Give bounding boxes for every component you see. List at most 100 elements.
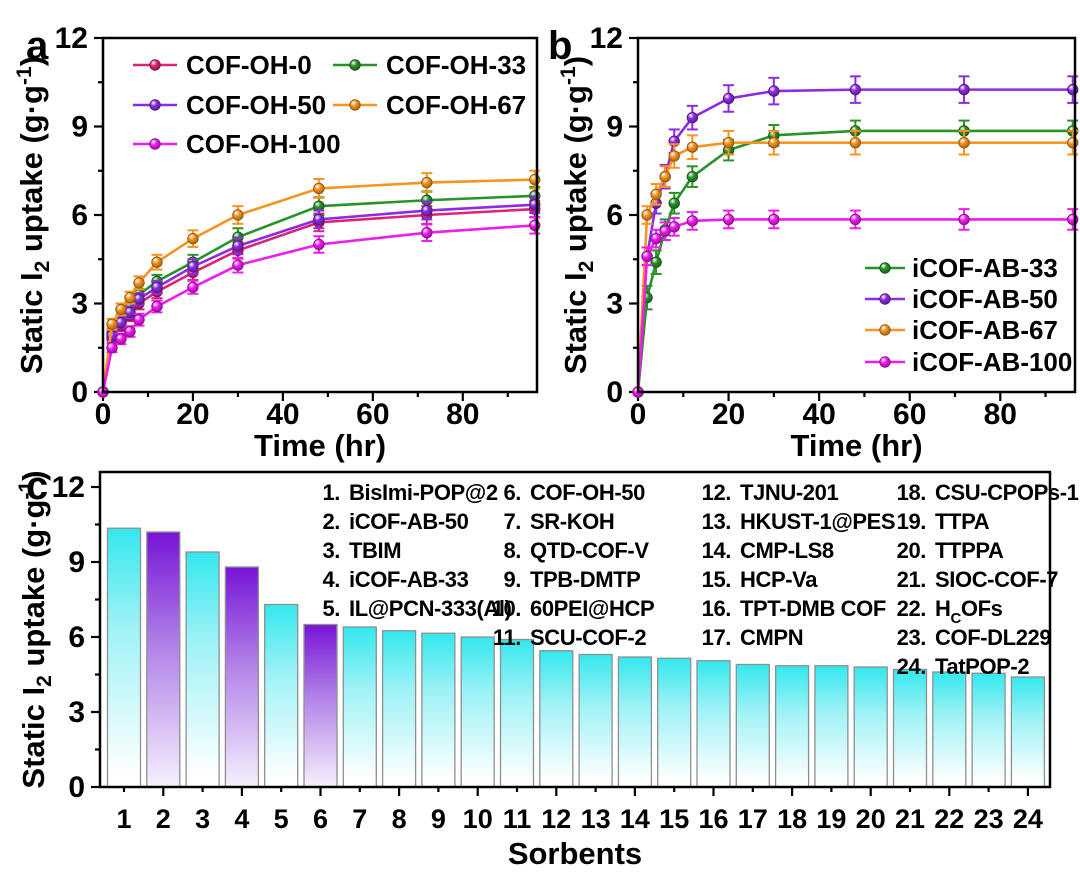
data-marker [232,259,244,271]
data-marker [641,250,653,262]
panel-label-c: c [26,464,49,508]
bar-label-19: 19 [816,804,846,834]
bar-24 [1010,676,1046,788]
data-marker [133,314,145,326]
data-marker [722,213,735,226]
data-marker [650,188,662,201]
bar-16 [696,660,731,788]
data-marker [313,213,325,226]
sorbent-number: 21. [897,567,926,592]
legend-marker [149,59,161,71]
bar-label-24: 24 [1013,804,1043,834]
legend-marker [879,293,891,305]
sorbent-number: 7. [503,509,521,534]
sorbent-legend-entry-7: 7. SR-KOH [503,509,614,534]
sorbent-name: CMP-LS8 [740,538,834,563]
data-marker [722,92,735,105]
sorbent-name: SIOC-COF-7 [935,567,1058,592]
bar-20 [853,666,888,788]
bar-17 [735,663,770,788]
data-marker [650,232,662,245]
bar-label-12: 12 [541,804,571,834]
sorbent-number: 17. [702,625,731,650]
legend-label: iCOF-AB-100 [912,347,1072,377]
y-axis-title: Static I2 uptake (g·g-1) [557,56,598,374]
bar-13 [578,653,613,788]
y-tick-label: 0 [68,771,85,804]
x-tick-label: 80 [446,398,479,431]
data-marker [529,198,541,211]
sorbent-number: 4. [322,567,340,592]
legend: iCOF-AB-33iCOF-AB-50iCOF-AB-67iCOF-AB-10… [865,253,1072,377]
sorbent-legend-entry-10: 10. 60PEI@HCP [492,596,655,621]
sorbent-name: TatPOP-2 [935,654,1029,679]
data-marker [1067,213,1079,226]
sorbent-legend-entry-21: 21. SIOC-COF-7 [897,567,1059,592]
bar-1 [106,527,142,788]
bar-7 [342,626,377,788]
series-iCOF-AB-67 [632,129,1079,398]
x-tick-label: 60 [356,398,389,431]
sorbent-number: 14. [702,538,731,563]
data-marker [232,209,244,221]
bar-8 [381,630,417,788]
y-tick-label: 3 [68,696,85,729]
sorbent-name: CSU-CPOPs-1 [935,480,1079,505]
sorbent-legend-entry-1: 1. BisImi-POP@2 [322,480,498,505]
bar-label-23: 23 [974,804,1004,834]
bar-21 [892,668,928,788]
legend-marker [349,59,361,71]
legend-label: COF-OH-67 [386,90,526,120]
sorbent-number: 19. [897,509,926,534]
data-marker [115,333,127,345]
bar-18 [774,665,810,788]
data-marker [686,141,699,153]
bar-11 [499,638,535,788]
sorbent-number: 1. [322,480,340,505]
data-marker [529,219,541,232]
x-tick-label: 20 [176,398,209,431]
sorbent-legend-entry-23: 23. COF-DL229 [897,625,1052,650]
sorbent-legend-entry-8: 8. QTD-COF-V [503,538,649,563]
sorbent-name: CMPN [740,625,803,650]
y-tick-label: 6 [68,621,85,654]
sorbent-number: 13. [702,509,731,534]
y-tick-label: 9 [68,546,85,579]
legend-marker [149,99,161,111]
legend: COF-OH-0 COF-OH-33 COF-OH-50 COF-OH-67 COF-O… [133,50,526,159]
bar-14 [617,656,653,788]
bar-3 [185,551,220,788]
sorbent-name: SR-KOH [530,509,614,534]
legend-item-COF-OH-0: COF-OH-0 [133,50,312,80]
bar-label-15: 15 [659,804,689,834]
data-marker [421,227,433,239]
sorbent-legend-entry-3: 3. TBIM [322,538,401,563]
legend-item-COF-OH-100: COF-OH-100 [133,129,341,159]
x-tick-label: 0 [95,398,112,431]
legend-label: iCOF-AB-67 [912,315,1058,345]
bar-19 [814,665,849,788]
legend-marker [349,99,361,111]
sorbent-name: HCP-Va [740,567,818,592]
sorbent-name: TTPPA [935,538,1004,563]
sorbent-number: 23. [897,625,926,650]
sorbent-legend-entry-11: 11. SCU-COF-2 [493,625,647,650]
data-marker [849,137,862,149]
sorbent-number: 15. [702,567,731,592]
sorbent-number: 9. [503,567,521,592]
y-tick-label: 12 [55,22,88,55]
y-tick-label: 3 [71,288,88,321]
error-bars [641,208,1079,267]
sorbent-legend-entry-24: 24. TatPOP-2 [897,654,1030,679]
sorbent-legend-entry-22: 22. HCOFs [897,596,1003,627]
sorbent-legend-entry-16: 16. TPT-DMB COF [702,596,887,621]
legend-marker [879,356,891,368]
sorbent-name: TJNU-201 [740,480,838,505]
bar-label-13: 13 [581,804,611,834]
sorbent-name: QTD-COF-V [530,538,649,563]
sorbent-name: COF-DL229 [935,625,1051,650]
plot-border [636,36,1077,394]
x-axis-title: Time (hr) [790,428,922,463]
error-bars [106,169,541,331]
plot-border [101,36,539,394]
